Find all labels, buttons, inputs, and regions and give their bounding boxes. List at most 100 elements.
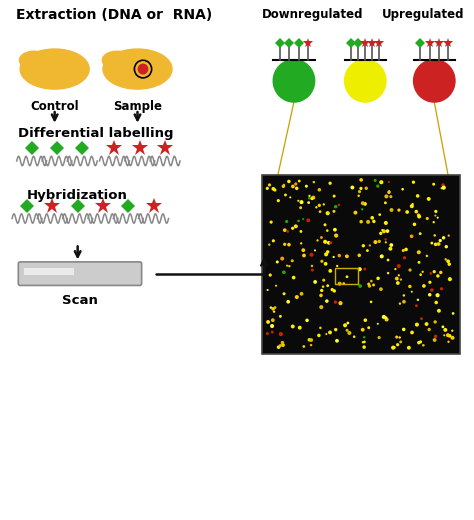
Point [414, 192, 421, 200]
Point [337, 299, 344, 307]
Point [343, 326, 351, 334]
Point [271, 186, 279, 194]
Point [356, 187, 363, 196]
FancyBboxPatch shape [18, 262, 142, 285]
Point [267, 304, 275, 312]
Point [365, 218, 372, 226]
Point [303, 316, 311, 324]
Point [335, 201, 343, 209]
Point [363, 184, 370, 192]
Point [374, 182, 382, 190]
Point [318, 233, 325, 242]
Point [300, 246, 307, 254]
Point [445, 231, 453, 240]
Point [431, 231, 438, 240]
Ellipse shape [19, 51, 48, 69]
Point [400, 325, 408, 333]
Circle shape [414, 60, 455, 102]
Point [298, 198, 305, 206]
Point [360, 343, 368, 352]
Point [419, 268, 427, 276]
Point [437, 237, 444, 245]
Point [400, 297, 408, 306]
Ellipse shape [103, 49, 172, 89]
Point [383, 192, 390, 201]
Circle shape [273, 60, 315, 102]
Point [298, 290, 305, 298]
Point [269, 305, 277, 313]
Point [327, 239, 335, 247]
Point [413, 302, 420, 310]
Point [402, 245, 410, 254]
Point [446, 260, 453, 268]
Point [444, 257, 452, 265]
Point [356, 265, 364, 274]
Point [376, 211, 383, 219]
Point [310, 178, 318, 186]
Point [375, 333, 383, 342]
Point [318, 257, 326, 265]
Circle shape [345, 60, 386, 102]
Point [400, 291, 408, 300]
Point [346, 329, 353, 337]
Point [269, 316, 277, 324]
Point [378, 252, 385, 261]
Point [341, 321, 349, 330]
Point [357, 217, 365, 226]
Point [420, 282, 428, 290]
Point [385, 187, 393, 196]
Point [318, 287, 326, 295]
Point [434, 214, 441, 222]
Point [332, 202, 339, 211]
Point [437, 268, 445, 277]
Point [273, 258, 281, 266]
Point [387, 244, 394, 253]
Point [380, 313, 388, 321]
Point [410, 178, 417, 186]
Point [395, 262, 402, 270]
Point [300, 342, 308, 350]
Point [432, 332, 439, 341]
Point [440, 233, 447, 242]
Point [302, 182, 310, 190]
Point [391, 343, 398, 352]
Point [348, 184, 356, 192]
Point [322, 330, 330, 338]
Point [367, 298, 375, 306]
Point [357, 176, 365, 184]
Point [415, 212, 423, 220]
Point [423, 252, 431, 260]
Point [324, 209, 331, 217]
Point [415, 211, 422, 219]
Text: Scan: Scan [62, 294, 98, 307]
Point [289, 224, 296, 232]
Point [405, 344, 413, 352]
Point [427, 269, 435, 278]
Point [417, 270, 424, 279]
Point [320, 276, 328, 284]
Point [368, 214, 376, 222]
Point [449, 334, 456, 342]
Point [380, 227, 388, 236]
Point [268, 322, 276, 330]
Point [360, 333, 368, 342]
Point [289, 257, 296, 265]
Point [330, 207, 338, 215]
Point [425, 195, 432, 203]
Point [438, 184, 446, 192]
Point [361, 337, 368, 346]
Point [311, 246, 319, 255]
Point [285, 240, 293, 249]
Point [305, 199, 312, 207]
Point [281, 226, 289, 235]
Point [439, 323, 447, 331]
Point [403, 208, 411, 216]
Bar [335, 268, 358, 283]
Point [382, 238, 390, 246]
Point [343, 252, 351, 261]
Text: Sample: Sample [113, 100, 162, 113]
Point [285, 177, 292, 186]
Point [430, 218, 438, 226]
Point [324, 281, 331, 290]
Point [355, 191, 363, 200]
